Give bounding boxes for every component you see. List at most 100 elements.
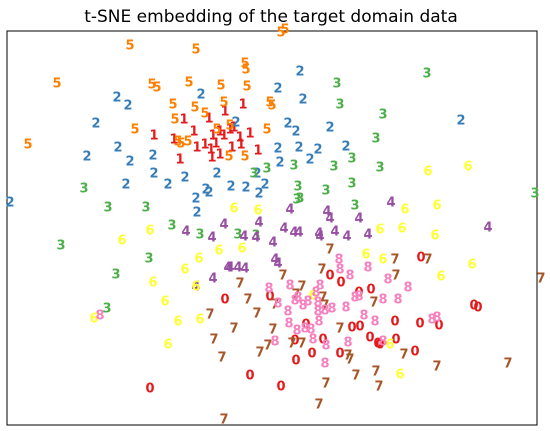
point-class-3-8: 3 [195,228,204,243]
point-class-7-27: 7 [399,348,408,363]
point-class-6-24: 6 [385,338,394,353]
point-class-5-8: 5 [173,135,182,150]
point-class-5-1: 5 [52,77,61,92]
point-class-0-21: 0 [336,276,345,291]
point-class-3-15: 3 [295,192,304,207]
point-class-0-26: 0 [301,318,310,333]
point-class-8-5: 8 [285,279,294,294]
point-class-5-21: 5 [240,150,249,165]
point-class-8-26: 8 [370,315,379,330]
point-class-7-15: 7 [317,263,326,278]
point-class-4-11: 4 [279,222,288,237]
point-class-8-40: 8 [292,324,301,339]
point-class-7-12: 7 [291,288,300,303]
point-class-1-20: 1 [169,133,178,148]
point-class-2-24: 2 [305,153,314,168]
point-class-3-21: 3 [371,132,380,147]
point-class-6-8: 6 [191,280,200,295]
point-class-4-19: 4 [354,212,363,227]
point-class-8-14: 8 [314,315,323,330]
point-class-1-22: 1 [220,105,229,120]
point-class-6-10: 6 [214,244,223,259]
point-class-8-22: 8 [350,291,359,306]
point-class-5-20: 5 [242,80,251,95]
point-class-7-30: 7 [503,357,512,372]
chart-title: t-SNE embedding of the target domain dat… [84,7,458,27]
point-class-5-14: 5 [212,123,221,138]
point-class-0-15: 0 [391,333,400,348]
point-class-7-0: 7 [205,308,214,323]
point-class-8-4: 8 [284,317,293,332]
point-class-4-17: 4 [330,225,339,240]
point-class-0-20: 0 [473,301,482,316]
point-class-7-7: 7 [252,307,261,322]
point-class-6-21: 6 [463,160,472,175]
point-class-8-36: 8 [432,311,441,326]
point-class-6-26: 6 [378,253,387,268]
point-class-6-13: 6 [253,204,262,219]
point-class-5-7: 5 [170,113,179,128]
point-class-0-25: 0 [291,354,300,369]
point-class-2-29: 2 [283,117,292,132]
point-class-3-20: 3 [375,161,384,176]
point-class-8-17: 8 [327,302,336,317]
point-class-6-20: 6 [436,270,445,285]
point-class-7-19: 7 [335,322,344,337]
point-class-2-26: 2 [325,121,334,136]
point-class-7-14: 7 [297,337,306,352]
point-class-0-14: 0 [390,315,399,330]
point-class-1-1: 1 [189,125,198,140]
point-class-2-32: 2 [273,82,282,97]
point-class-3-4: 3 [102,302,111,317]
point-class-3-24: 3 [332,77,341,92]
point-class-3-6: 3 [144,252,153,267]
point-class-7-2: 7 [217,351,226,366]
point-class-5-11: 5 [191,43,200,58]
point-class-7-21: 7 [345,353,354,368]
point-class-3-16: 3 [321,184,330,199]
point-class-6-23: 6 [395,368,404,383]
point-class-8-0: 8 [95,309,104,324]
point-class-8-21: 8 [345,269,354,284]
point-class-3-9: 3 [233,228,242,243]
point-class-2-28: 2 [291,125,300,140]
point-class-5-10: 5 [184,76,193,91]
point-class-6-15: 6 [375,223,384,238]
point-class-7-24: 7 [374,380,383,395]
point-class-3-2: 3 [103,201,112,216]
point-class-5-19: 5 [224,150,233,165]
point-class-4-13: 4 [294,226,303,241]
point-class-1-12: 1 [235,131,244,146]
point-class-2-33: 2 [196,88,205,103]
point-class-1-7: 1 [200,138,209,153]
point-class-1-2: 1 [192,141,201,156]
point-class-3-22: 3 [378,108,387,123]
point-class-8-12: 8 [313,296,322,311]
point-class-8-18: 8 [334,253,343,268]
point-class-5-12: 5 [190,101,199,116]
point-class-3-23: 3 [335,98,344,113]
point-class-0-6: 0 [307,347,316,362]
point-class-4-5: 4 [223,261,232,276]
point-class-1-18: 1 [215,148,224,163]
point-class-6-18: 6 [432,199,441,214]
point-class-3-26: 3 [530,187,539,202]
point-class-4-16: 4 [322,205,331,220]
point-class-3-1: 3 [79,182,88,197]
point-class-0-11: 0 [365,331,374,346]
point-class-7-8: 7 [255,346,264,361]
point-class-0-12: 0 [373,337,382,352]
point-class-8-39: 8 [308,333,317,348]
point-class-5-4: 5 [147,78,156,93]
point-class-4-21: 4 [386,196,395,211]
plot-area-frame [6,30,538,426]
point-class-7-4: 7 [229,322,238,337]
point-class-3-13: 3 [289,159,298,174]
point-class-5-0: 5 [23,138,32,153]
point-class-1-3: 1 [204,112,213,127]
point-class-2-0: 2 [5,196,14,211]
point-class-7-18: 7 [325,243,334,258]
point-class-6-9: 6 [194,252,203,267]
point-class-0-18: 0 [434,319,443,334]
point-class-1-13: 1 [238,98,247,113]
